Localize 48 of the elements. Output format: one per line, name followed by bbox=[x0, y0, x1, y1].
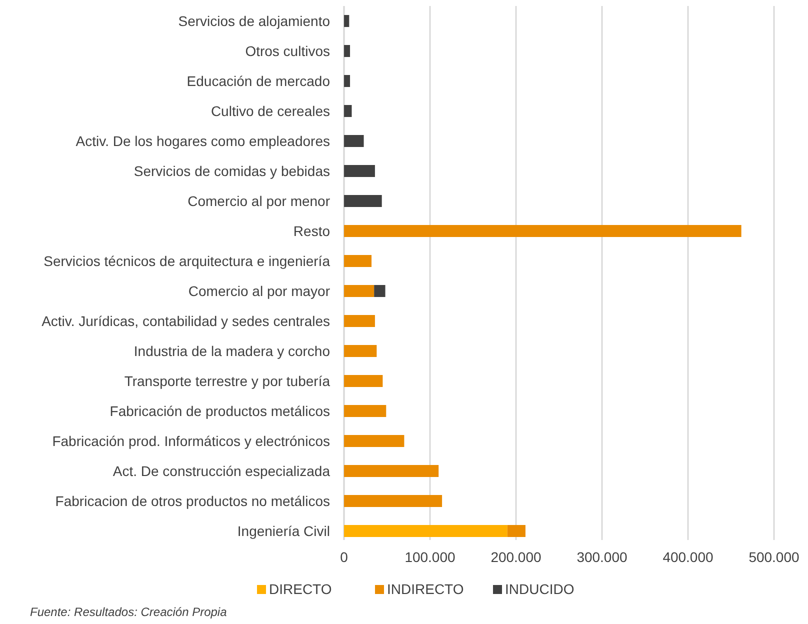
y-tick-label: Activ. De los hogares como empleadores bbox=[76, 132, 330, 149]
y-tick-label: Servicios de alojamiento bbox=[178, 12, 330, 29]
x-tick-label: 0 bbox=[340, 549, 348, 565]
x-tick-label: 100.000 bbox=[404, 549, 456, 565]
legend-label: DIRECTO bbox=[269, 581, 332, 597]
bar bbox=[344, 525, 508, 537]
y-tick-label: Ingeniería Civil bbox=[237, 522, 330, 539]
y-tick-label: Servicios técnicos de arquitectura e ingeniería bbox=[44, 252, 330, 269]
y-tick-label: Otros cultivos bbox=[245, 42, 330, 59]
y-tick-label: Resto bbox=[293, 222, 330, 239]
y-tick-label: Fabricacion de otros productos no metálicos bbox=[55, 492, 330, 509]
bar bbox=[344, 405, 386, 417]
bar bbox=[344, 345, 377, 357]
y-tick-label: Act. De construcción especializada bbox=[112, 462, 330, 479]
bar bbox=[344, 15, 350, 27]
bar bbox=[344, 135, 364, 147]
y-tick-label: Industria de la madera y corcho bbox=[134, 342, 330, 359]
bar bbox=[344, 195, 382, 207]
y-tick-label: Activ. Jurídicas, contabilidad y sedes centrales bbox=[42, 312, 330, 329]
y-tick-label: Comercio al por menor bbox=[188, 192, 330, 209]
bar bbox=[344, 255, 372, 267]
y-tick-label: Fabricación de productos metálicos bbox=[110, 402, 330, 419]
y-tick-label: Fabricación prod. Informáticos y electrónicos bbox=[52, 432, 330, 449]
bar bbox=[507, 525, 526, 537]
y-tick-label: Servicios de comidas y bebidas bbox=[134, 162, 330, 179]
y-tick-label: Comercio al por mayor bbox=[188, 282, 330, 299]
bar bbox=[344, 465, 439, 477]
x-tick-label: 500.000 bbox=[748, 549, 800, 565]
y-tick-label: Cultivo de cereales bbox=[210, 102, 330, 119]
bar bbox=[344, 375, 383, 387]
legend-label: INDUCIDO bbox=[505, 581, 574, 597]
bar bbox=[344, 45, 350, 57]
source-note: Fuente: Resultados: Creación Propia bbox=[30, 605, 228, 619]
bar bbox=[374, 285, 386, 297]
x-tick-label: 300.000 bbox=[576, 549, 628, 565]
y-tick-label: Transporte terrestre y por tubería bbox=[124, 372, 330, 389]
bar bbox=[344, 435, 404, 447]
bar bbox=[344, 225, 742, 237]
x-tick-label: 200.000 bbox=[490, 549, 542, 565]
bar bbox=[344, 285, 374, 297]
bar bbox=[344, 315, 375, 327]
legend-label: INDIRECTO bbox=[387, 581, 464, 597]
y-tick-label: Educación de mercado bbox=[186, 72, 330, 89]
bar bbox=[344, 105, 352, 117]
bar bbox=[344, 165, 375, 177]
bar bbox=[344, 495, 442, 507]
x-tick-label: 400.000 bbox=[662, 549, 714, 565]
bar bbox=[344, 75, 350, 87]
